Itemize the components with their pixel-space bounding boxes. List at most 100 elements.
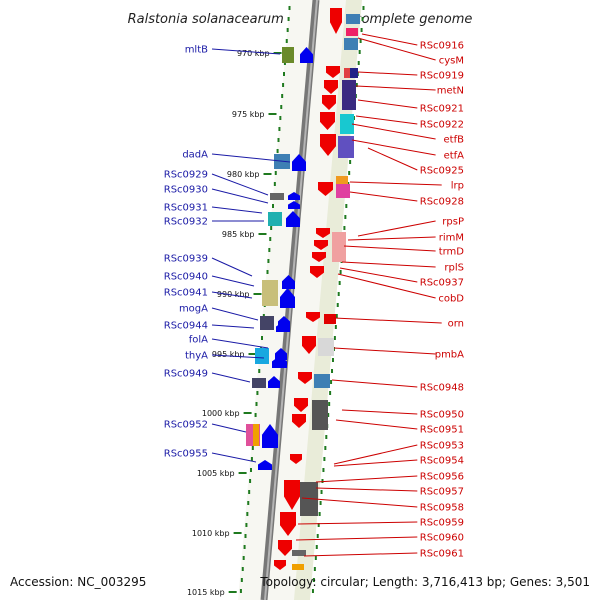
leader-line [315, 475, 418, 483]
leader-line [355, 85, 436, 91]
reverse-gene [326, 66, 340, 78]
feature-box [260, 316, 274, 330]
forward-gene [282, 275, 295, 289]
right-rail-dot [339, 270, 342, 274]
right-rail-dot [328, 402, 331, 406]
left-rail-dot [250, 468, 252, 472]
right-rail-dot [360, 28, 363, 32]
forward-gene [300, 47, 313, 63]
tick-label: 980 kbp [227, 170, 260, 179]
label-layer: mltB dadA RSc0929 RSc0930 RSc0931 RSc0932 RSc0… [164, 33, 465, 560]
left-rail-dot [268, 248, 271, 252]
reverse-gene [290, 454, 302, 464]
left-rail-dot [267, 259, 270, 263]
leader-line [211, 354, 265, 359]
reverse-gene [318, 182, 333, 196]
feature-box [255, 348, 269, 364]
right-rail-dot [362, 6, 365, 10]
right-rail-dot [335, 314, 338, 318]
leader-line [211, 452, 257, 463]
left-rail-dot [276, 149, 279, 153]
reverse-gene [322, 95, 336, 110]
right-rail-dot [324, 446, 327, 450]
leader-line [315, 487, 418, 492]
leader-line [351, 139, 436, 156]
gene-label-rsc0959: RSc0959 [420, 518, 464, 529]
tick-label: 1000 kbp [202, 409, 240, 418]
accession-text: Accession: NC_003295 [10, 575, 146, 589]
forward-gene [286, 211, 300, 227]
forward-gene [275, 348, 287, 360]
right-rail-dot [358, 50, 361, 54]
gene-label-rpsp: rpsP [442, 217, 464, 228]
gene-label-rsc0940: RSc0940 [164, 272, 208, 283]
feature-box [252, 378, 266, 388]
left-rail-dot [279, 116, 282, 120]
leader-line [211, 48, 281, 55]
left-rail-dot [281, 94, 284, 98]
left-rail-dot [285, 39, 288, 43]
right-rail-dot [315, 545, 318, 549]
feature-box [292, 564, 304, 570]
leader-line [333, 444, 418, 465]
feature-box [270, 193, 284, 200]
feature-box [344, 38, 358, 50]
right-rail-dot [322, 468, 325, 472]
left-rail-dot [272, 204, 274, 208]
forward-gene [276, 322, 290, 332]
right-rail-dot [313, 567, 316, 571]
leader-line [367, 147, 418, 171]
forward-gene [280, 288, 295, 308]
gene-label-etfb: etfB [444, 135, 465, 146]
gene-label-lrp: lrp [451, 181, 464, 192]
left-rail-dot [254, 413, 257, 417]
reverse-gene [312, 252, 326, 262]
gene-label-etfa: etfA [444, 151, 465, 162]
leader-line [349, 181, 442, 186]
leader-line [349, 191, 418, 202]
gene-label-metn: metN [437, 86, 464, 97]
leader-line [301, 497, 418, 508]
feature-box [324, 314, 336, 324]
feature-box [336, 176, 348, 184]
right-rail-dot [349, 160, 352, 164]
left-rail-dot [269, 237, 272, 241]
feature-layer [246, 8, 360, 570]
leader-line [297, 521, 418, 525]
leader-line [211, 307, 259, 321]
feature-box [268, 212, 282, 226]
right-rail-dot [331, 369, 334, 373]
leader-line [337, 273, 436, 299]
left-rail-dot [248, 490, 251, 494]
reverse-gene [306, 312, 320, 322]
leader-line [211, 257, 253, 277]
right-rail-dot [331, 358, 334, 362]
leader-line [295, 536, 418, 541]
left-rail-dot [242, 556, 245, 560]
left-rail-dot [241, 567, 244, 571]
tick-label: 995 kbp [212, 350, 245, 359]
leader-line [357, 99, 418, 109]
tick-label: 1005 kbp [197, 469, 235, 478]
forward-gene [292, 154, 306, 171]
left-rail-dot [283, 72, 285, 76]
right-rail-dot [348, 171, 351, 175]
gene-label-rsc0939: RSc0939 [164, 254, 208, 265]
right-rail-dot [316, 534, 319, 538]
reverse-gene [302, 336, 316, 354]
forward-gene [272, 356, 287, 368]
reverse-gene [324, 80, 338, 94]
left-rail-dot [280, 105, 283, 109]
feature-box [253, 424, 259, 446]
right-rail-dot [321, 479, 324, 483]
left-rail-dot [282, 83, 285, 87]
leader-line [335, 419, 418, 430]
gene-label-rsc0937: RSc0937 [420, 278, 464, 289]
reverse-gene [320, 112, 335, 130]
right-rail-dot [336, 303, 339, 307]
gene-label-rsc0916: RSc0916 [420, 41, 464, 52]
left-rail-dot [245, 523, 248, 527]
gene-label-rpls: rplS [444, 263, 464, 274]
gene-label-rsc0953: RSc0953 [420, 441, 464, 452]
